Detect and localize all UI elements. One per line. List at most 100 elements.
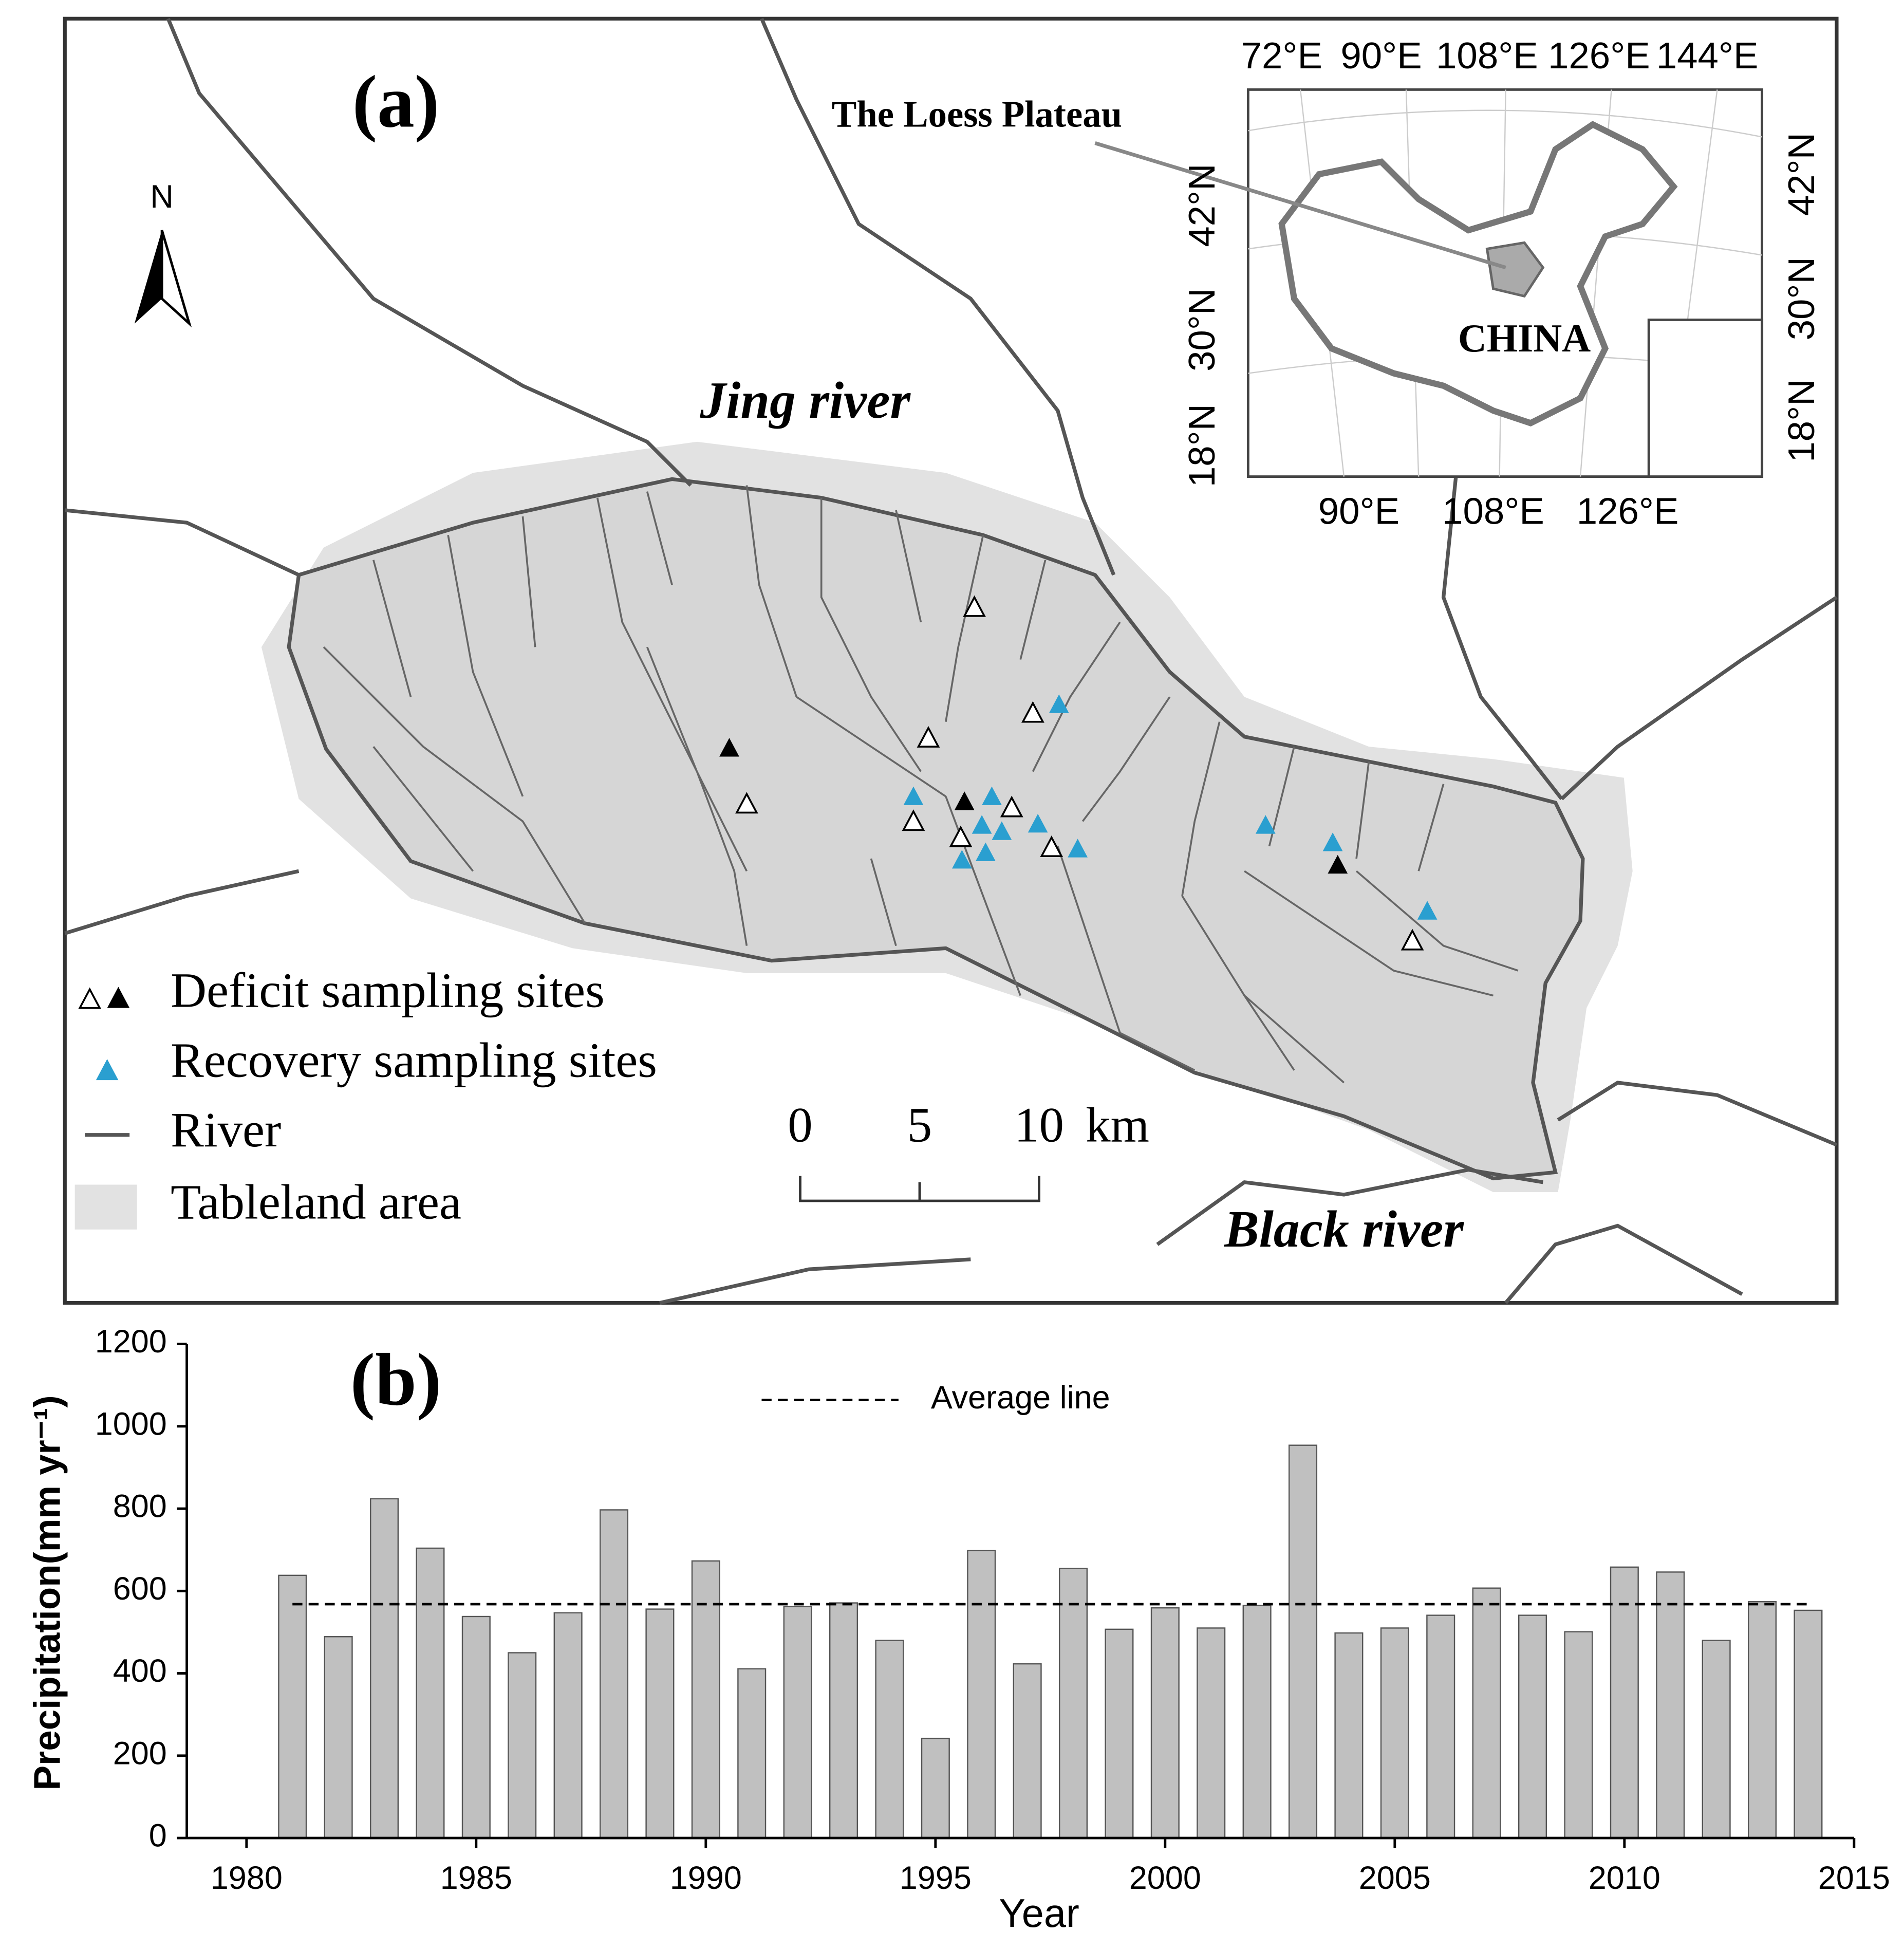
lon-label: 108°E [1442, 490, 1544, 532]
bar [967, 1550, 996, 1839]
sampling-sites [719, 595, 1438, 951]
bar [1242, 1605, 1272, 1839]
lat-label: 18°N [1181, 404, 1223, 487]
map-legend: Deficit sampling sites Recovery sampling… [74, 963, 657, 1230]
south-sea-box [1647, 318, 1764, 478]
bar [416, 1547, 445, 1839]
deficit-site-open [1401, 928, 1424, 951]
x-tick-label: 2010 [1589, 1860, 1660, 1896]
y-axis-label: Precipitation(mm yr⁻¹) [26, 1395, 68, 1790]
legend-symbol [74, 1184, 137, 1230]
bar [461, 1615, 491, 1839]
bar [324, 1636, 353, 1839]
deficit-site-open [902, 809, 925, 831]
bar [1150, 1607, 1180, 1839]
recovery-site [1417, 901, 1438, 920]
x-tick-label: 1995 [900, 1860, 972, 1896]
legend-label: Average line [931, 1380, 1110, 1416]
x-tick-label: 2005 [1359, 1860, 1431, 1896]
bar [1794, 1609, 1823, 1839]
y-tick-label: 0 [149, 1818, 167, 1854]
lat-label: 30°N [1781, 257, 1822, 340]
legend-symbol [107, 987, 130, 1008]
bar [508, 1652, 537, 1839]
bar [1334, 1632, 1364, 1839]
y-tick-label: 600 [113, 1571, 167, 1607]
legend-label: River [171, 1102, 281, 1157]
recovery-site [1049, 694, 1069, 713]
bar [1564, 1631, 1593, 1839]
inset: The Loess Plateau CHINA 72°E 90°E 108°E … [832, 35, 1822, 532]
recovery-site [952, 850, 972, 869]
bar [278, 1574, 307, 1839]
deficit-site-open [949, 825, 973, 847]
recovery-site [992, 821, 1012, 840]
legend-symbol [78, 987, 102, 1009]
x-tick-label: 2000 [1129, 1860, 1201, 1896]
bar [1656, 1571, 1685, 1839]
north-arrow-right [160, 230, 192, 328]
bar [783, 1606, 812, 1839]
bar [1380, 1627, 1409, 1839]
panel-label: (a) [352, 61, 439, 143]
tableland-area [287, 477, 1585, 1181]
y-tick-label: 1000 [95, 1406, 167, 1442]
bar [691, 1560, 720, 1839]
bar [1747, 1601, 1777, 1839]
deficit-site-open [963, 595, 986, 617]
river-label: Black river [1224, 1200, 1464, 1258]
lon-label: 126°E [1577, 490, 1679, 532]
bar [553, 1612, 583, 1839]
bar [1518, 1614, 1547, 1839]
legend-label: Tableland area [171, 1174, 461, 1229]
bar [1197, 1627, 1226, 1839]
north-arrow-left [134, 230, 162, 324]
recovery-site [1255, 815, 1276, 834]
lon-label: 90°E [1340, 35, 1422, 77]
deficit-site-open [1021, 701, 1044, 723]
map-panel: (a) N Jing river Black river The Loess P… [63, 16, 1839, 1305]
bar [1610, 1566, 1639, 1839]
bar [1426, 1614, 1455, 1839]
leader-line [1094, 141, 1506, 270]
x-tick-label: 1990 [670, 1860, 742, 1896]
y-tick-label: 400 [113, 1653, 167, 1689]
recovery-site [903, 786, 924, 805]
bar [1472, 1587, 1501, 1839]
y-tick-label: 1200 [95, 1324, 167, 1360]
x-axis-label: Year [999, 1891, 1079, 1936]
recovery-site [982, 786, 1002, 805]
bar [1702, 1640, 1731, 1839]
scale-label: 0 [788, 1097, 812, 1152]
recovery-site [972, 815, 992, 834]
x-tick-label: 1980 [211, 1860, 283, 1896]
bar [1013, 1663, 1042, 1839]
panel-label: (b) [350, 1339, 442, 1421]
lon-label: 108°E [1436, 35, 1538, 77]
scale-label: 10 [1014, 1097, 1064, 1152]
bar [737, 1668, 767, 1839]
recovery-site [1028, 813, 1048, 833]
scale-line [799, 1176, 1040, 1202]
bar [645, 1608, 675, 1839]
recovery-site [976, 842, 996, 861]
bar [599, 1509, 629, 1839]
deficit-site-filled [719, 738, 739, 757]
lon-label: 144°E [1656, 35, 1759, 77]
lat-label: 42°N [1781, 133, 1822, 216]
rivers [64, 17, 1838, 1305]
inset-title: The Loess Plateau [832, 94, 1122, 135]
bar [921, 1737, 950, 1839]
recovery-site [1068, 839, 1088, 858]
lat-label: 42°N [1181, 163, 1223, 247]
bar [1105, 1628, 1134, 1839]
deficit-site-open [1040, 835, 1063, 858]
deficit-site-filled [1328, 855, 1348, 874]
bar [1058, 1568, 1088, 1839]
deficit-site-open [917, 726, 940, 748]
bar [875, 1640, 904, 1839]
lon-label: 90°E [1318, 490, 1399, 532]
lat-label: 18°N [1781, 379, 1822, 462]
y-tick-label: 200 [113, 1735, 167, 1771]
